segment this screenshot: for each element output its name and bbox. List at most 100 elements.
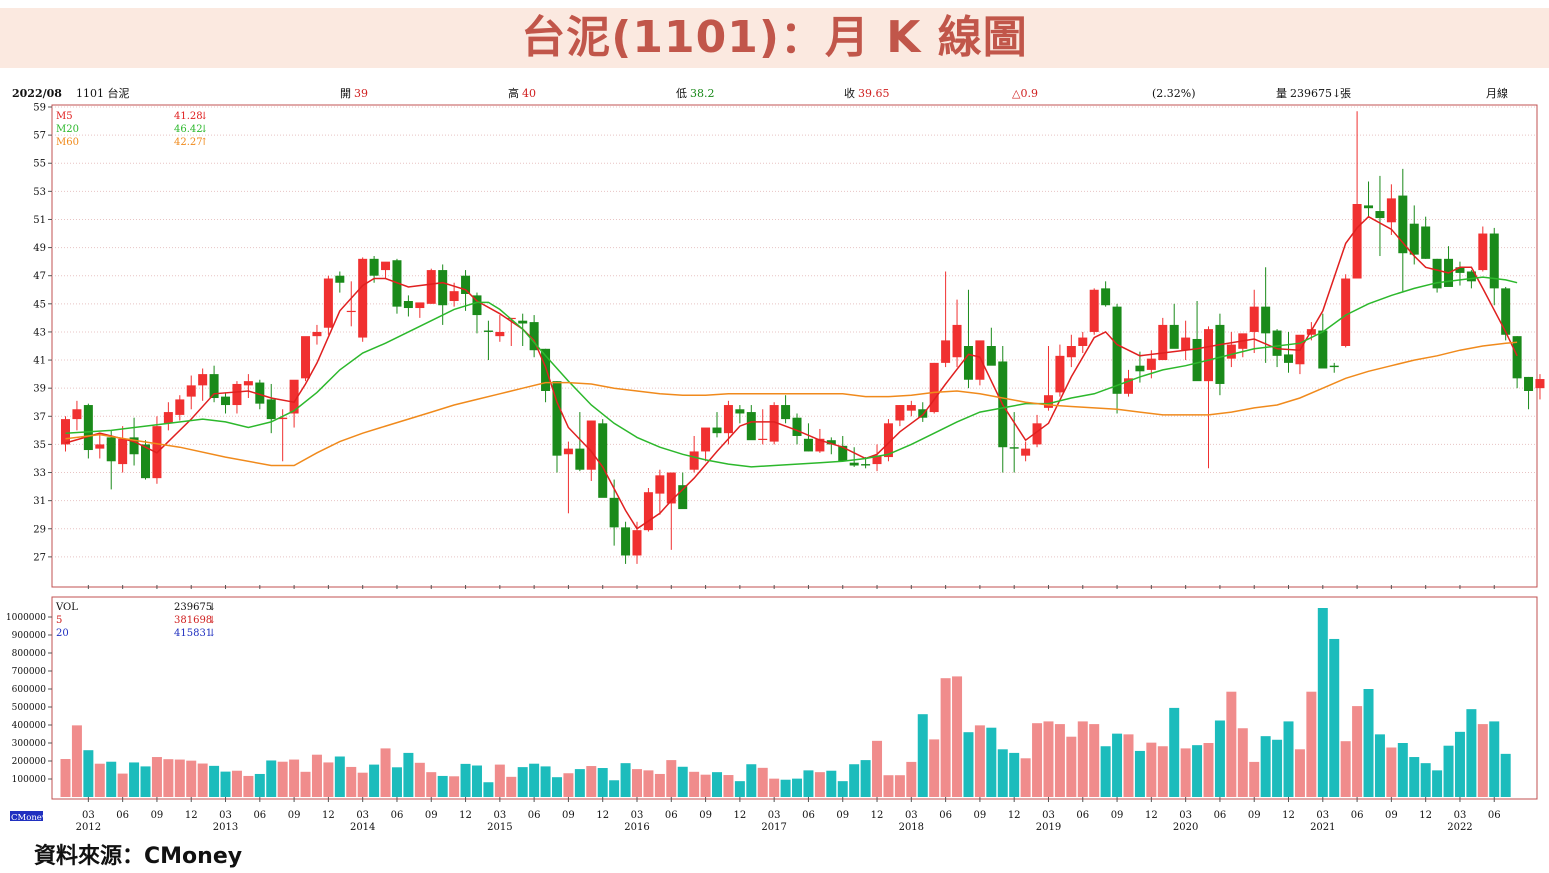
candle-body (323, 278, 333, 328)
candle-body (815, 438, 825, 452)
legend-vol-value: 239675 (174, 602, 212, 613)
volume-bar (1032, 723, 1043, 797)
volume-bar (1352, 706, 1363, 797)
candle-body (746, 412, 756, 441)
candle (323, 275, 333, 335)
candle-body (609, 497, 619, 528)
volume-bar (1203, 743, 1214, 797)
volume-bar (380, 748, 391, 797)
candle-body (312, 331, 322, 337)
candle-body (826, 440, 836, 445)
volume-bar (826, 770, 837, 797)
candle-body (449, 291, 459, 302)
candle-body (106, 437, 116, 462)
candle (243, 374, 253, 399)
candle (803, 423, 813, 452)
volume-bar (1283, 721, 1294, 797)
info-close: 39.65 (858, 87, 890, 100)
volume-bar (643, 770, 654, 797)
x-tick-month: 03 (1454, 810, 1467, 821)
candle-body (1535, 379, 1545, 389)
volume-bar (1237, 728, 1248, 797)
candle-body (666, 472, 676, 504)
volume-bar (654, 773, 665, 797)
candle (209, 365, 219, 403)
candle (1386, 184, 1396, 235)
candle (1352, 111, 1362, 279)
candle-body (438, 270, 448, 306)
x-tick-year: 2022 (1447, 822, 1472, 830)
candle-body (243, 381, 253, 386)
volume-bar (917, 714, 928, 797)
volume-bar (1134, 750, 1145, 797)
volume-bar (986, 727, 997, 797)
volume-tick-label: 900000 (12, 631, 47, 641)
candle (792, 413, 802, 445)
candle-body (1181, 337, 1191, 351)
volume-bar (1500, 753, 1511, 797)
x-tick-month: 03 (82, 810, 95, 821)
volume-bar (106, 761, 117, 797)
price-tick-label: 29 (33, 524, 46, 535)
candle-body (1318, 330, 1328, 369)
volume-bar (1169, 707, 1180, 797)
candle-body (906, 405, 916, 411)
x-tick-month: 06 (116, 810, 129, 821)
volume-bar (1477, 724, 1488, 797)
candle-body (986, 346, 996, 366)
candle-body (472, 295, 482, 316)
x-tick-month: 12 (734, 810, 747, 821)
legend-m20-name: M20 (56, 124, 79, 135)
volume-tick-label: 200000 (12, 757, 47, 767)
volume-bar (1226, 691, 1237, 797)
candle-body (301, 336, 311, 379)
x-tick-month: 03 (905, 810, 918, 821)
candle (1043, 346, 1053, 411)
candle-body (735, 409, 745, 414)
candle-body (861, 464, 871, 466)
candle (826, 437, 836, 455)
volume-tick-label: 300000 (12, 739, 47, 749)
volume-bar (974, 725, 985, 797)
info-close-label: 收 (844, 86, 855, 100)
price-tick-label: 35 (33, 440, 46, 451)
price-axis: 27 29 31 33 35 37 39 41 43 45 47 49 51 53 55 57 59 (33, 103, 52, 563)
volume-bar (129, 762, 140, 797)
volume-bar (1249, 761, 1260, 797)
x-tick-month: 09 (974, 810, 987, 821)
volume-bar (426, 772, 437, 797)
price-tick-label: 45 (33, 299, 46, 310)
volume-bar (266, 760, 277, 797)
candle (1364, 181, 1374, 217)
candle-body (1455, 267, 1465, 273)
candle-body (781, 405, 791, 420)
price-tick-label: 39 (33, 384, 46, 395)
candle-body (426, 270, 436, 304)
volume-bar (1214, 720, 1225, 797)
volume-bar (746, 764, 757, 797)
candle-body (883, 423, 893, 458)
candle (929, 362, 939, 414)
candle (552, 381, 562, 473)
candle (1512, 336, 1522, 389)
info-volume-unit: 張 (1340, 87, 1351, 100)
price-tick-label: 59 (33, 103, 46, 114)
candle-body (129, 437, 139, 455)
volume-bar (1180, 748, 1191, 797)
candle-body (621, 527, 631, 556)
candle (1341, 274, 1351, 348)
volume-bar (403, 752, 414, 797)
info-change-pct: (2.32%) (1152, 87, 1196, 100)
candle (1112, 303, 1122, 414)
volume-bar (997, 749, 1008, 797)
x-tick-month: 03 (1179, 810, 1192, 821)
candle (1055, 344, 1065, 397)
candle-body (1386, 198, 1396, 223)
candle (118, 426, 128, 473)
candle-body (941, 340, 951, 363)
volume-tick-label: 100000 (12, 775, 47, 785)
volume-bar (769, 778, 780, 797)
x-tick-month: 06 (1076, 810, 1089, 821)
volume-bar (186, 760, 197, 797)
